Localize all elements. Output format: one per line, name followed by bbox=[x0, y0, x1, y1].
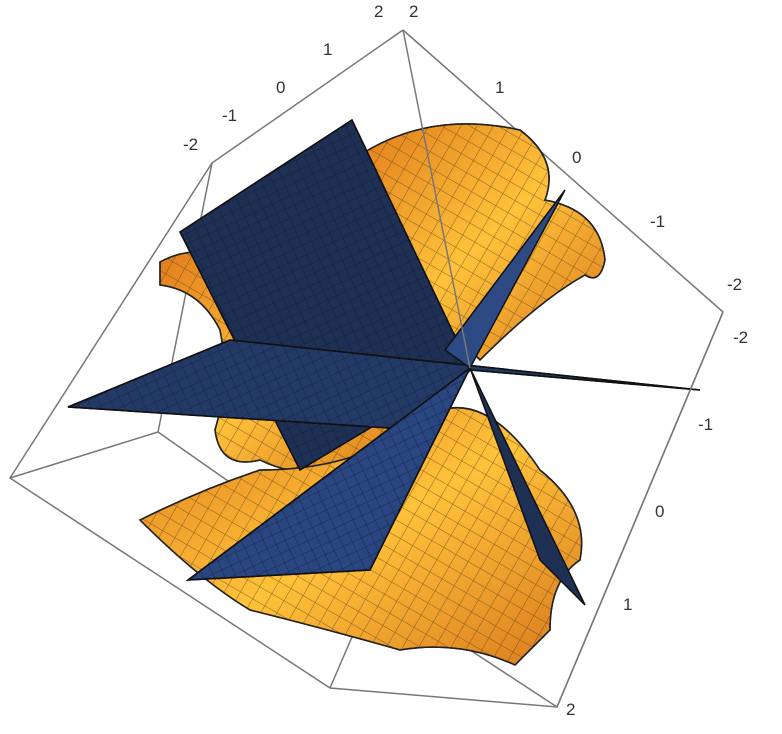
tick-b-2: 0 bbox=[572, 148, 582, 167]
tick-a-3: 1 bbox=[323, 40, 333, 59]
tick-b-4: -2 bbox=[727, 275, 743, 294]
tick-b-0: 2 bbox=[409, 2, 419, 21]
tick-c-0: -2 bbox=[733, 328, 749, 347]
tick-a-1: -1 bbox=[222, 106, 238, 125]
tick-c-1: -1 bbox=[698, 415, 714, 434]
tick-a-4: 2 bbox=[374, 2, 384, 21]
tick-c-2: 0 bbox=[655, 502, 665, 521]
tick-c-4: 2 bbox=[566, 700, 576, 719]
tick-a-2: 0 bbox=[276, 78, 286, 97]
tick-a-0: -2 bbox=[183, 135, 199, 154]
planes bbox=[67, 118, 701, 606]
tick-c-3: 1 bbox=[623, 595, 633, 614]
tick-b-1: 1 bbox=[495, 78, 505, 97]
tick-b-3: -1 bbox=[650, 212, 666, 231]
